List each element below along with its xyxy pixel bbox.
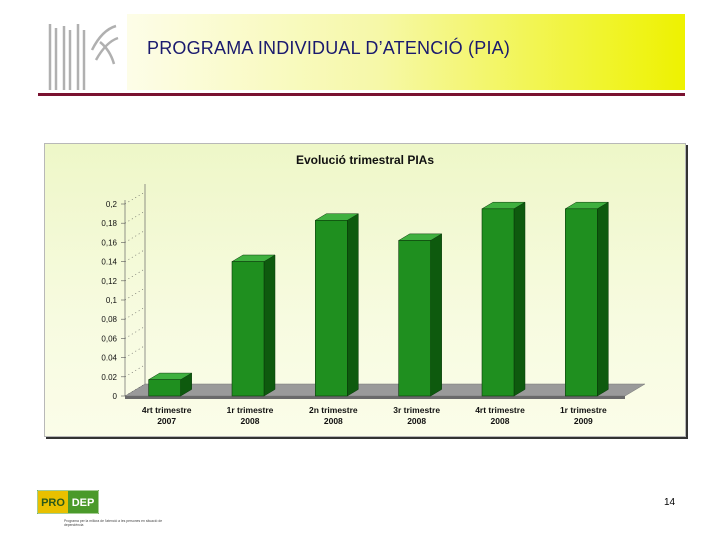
y-tick-label: 0,2	[106, 200, 118, 209]
bar	[231, 254, 276, 397]
chart-title: Evolució trimestral PIAs	[296, 153, 434, 167]
y-tick-label: 0,18	[101, 219, 117, 228]
y-tick-label: 0,08	[101, 315, 117, 324]
x-tick-label: 2n trimestre	[309, 405, 358, 415]
chart-floor-edge	[125, 396, 625, 399]
x-tick-label-year: 2009	[574, 416, 593, 426]
header-rule	[38, 93, 685, 96]
y-tick-label: 0,1	[106, 296, 118, 305]
bar	[564, 201, 610, 397]
x-tick-label: 4rt trimestre	[475, 405, 525, 415]
bar-side	[513, 201, 526, 397]
bar-front	[315, 220, 348, 397]
bar-side	[430, 233, 442, 397]
y-gridline	[124, 306, 146, 320]
bar-front	[148, 379, 181, 397]
bar-side	[597, 201, 609, 397]
y-tick-label: 0.02	[101, 373, 117, 382]
y-gridline	[124, 230, 146, 243]
y-tick-label: 0,12	[101, 277, 117, 286]
bar-chart: Evolució trimestral PIAs 0 0.02 0.04 0,06 0,…	[101, 153, 646, 426]
institution-logo-icon	[48, 24, 119, 90]
chart-panel: Evolució trimestral PIAs 0 0.02 0.04 0,06 0,…	[44, 143, 686, 437]
y-gridline	[124, 345, 146, 358]
y-gridline	[124, 268, 146, 282]
y-gridline	[124, 191, 146, 205]
y-gridline	[124, 364, 146, 378]
bar	[147, 372, 193, 397]
page-title: PROGRAMA INDIVIDUAL D’ATENCIÓ (PIA)	[147, 38, 511, 58]
y-gridline	[124, 210, 146, 224]
y-tick-label: 0,16	[101, 238, 117, 247]
logo-right-text: DEP	[72, 497, 95, 509]
bar-front	[231, 261, 265, 397]
x-tick-label-year: 2008	[241, 416, 260, 426]
bar-front	[481, 208, 515, 397]
header-band	[127, 14, 685, 90]
y-gridline	[124, 326, 146, 339]
bar-side	[347, 213, 359, 397]
y-gridline	[124, 287, 146, 301]
x-tick-label-year: 2007	[157, 416, 176, 426]
bar	[481, 201, 526, 397]
x-tick-label: 1r trimestre	[560, 405, 607, 415]
bar-side	[263, 254, 276, 397]
x-tick-label-year: 2008	[407, 416, 426, 426]
logo-subtext: Programa per la millora de l'atenció a l…	[64, 519, 163, 528]
logo-left-text: PRO	[41, 497, 65, 509]
prodep-logo: PRO DEP	[37, 490, 99, 514]
x-tick-label: 4rt trimestre	[142, 405, 192, 415]
x-tick-label-year: 2008	[491, 416, 510, 426]
y-tick-label: 0.04	[101, 354, 117, 363]
bar	[314, 213, 360, 397]
bar-front	[398, 240, 431, 397]
x-tick-label: 1r trimestre	[227, 405, 274, 415]
x-tick-label: 3r trimestre	[393, 405, 440, 415]
y-gridline	[124, 249, 146, 262]
x-tick-label-year: 2008	[324, 416, 343, 426]
bar-front	[565, 208, 598, 397]
y-tick-label: 0.14	[101, 258, 117, 267]
bar	[397, 233, 443, 397]
page-number: 14	[664, 497, 676, 508]
y-tick-label: 0	[113, 392, 118, 401]
y-tick-label: 0,06	[101, 334, 117, 343]
